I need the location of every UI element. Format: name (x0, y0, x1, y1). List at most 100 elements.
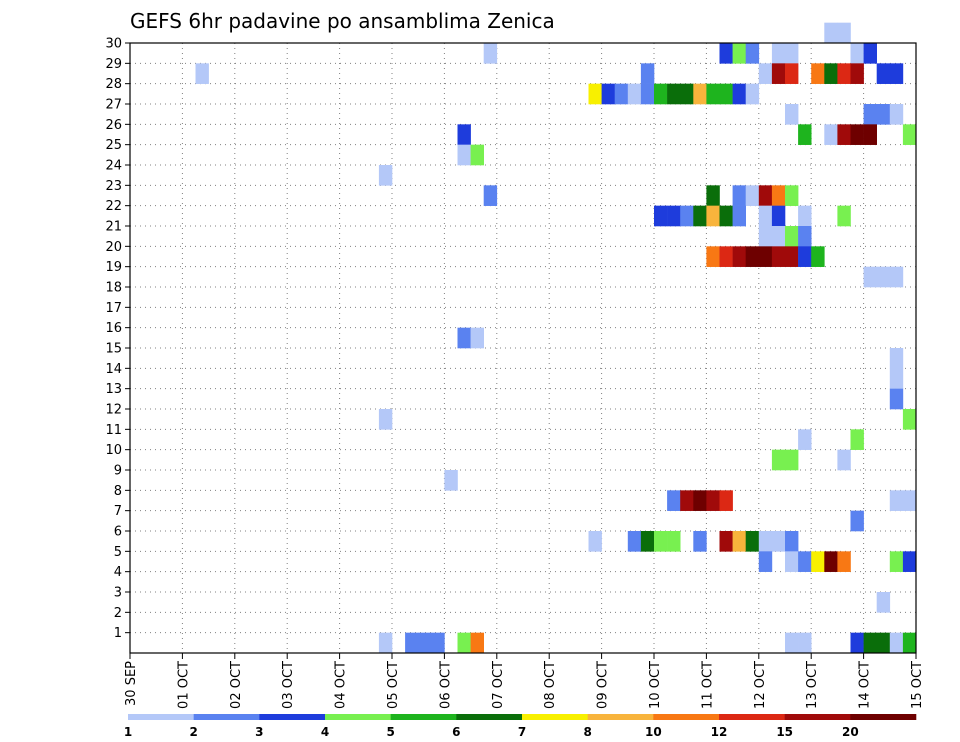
y-tick-label: 16 (105, 321, 122, 336)
x-tick-label: 13 OCT (805, 661, 820, 709)
x-tick-label: 08 OCT (543, 661, 558, 709)
precip-cell (470, 327, 484, 349)
precip-cell (876, 266, 891, 288)
precip-cell (876, 592, 891, 613)
precip-cell (824, 22, 838, 44)
legend-swatch (259, 714, 326, 720)
y-tick-label: 27 (105, 98, 122, 113)
precip-cell (837, 551, 851, 572)
precip-cell (811, 63, 825, 84)
x-tick-label: 12 OCT (753, 661, 768, 709)
precip-cell (706, 246, 720, 267)
precip-cell (758, 185, 773, 206)
precip-cell (863, 43, 877, 64)
precip-cell (889, 348, 904, 369)
precip-cell (719, 531, 733, 552)
precip-cell (627, 83, 642, 105)
precip-cell (785, 226, 799, 247)
precip-cell (798, 226, 812, 247)
precip-cell (889, 388, 904, 410)
precip-cell (798, 429, 812, 450)
precip-cell (798, 205, 812, 227)
legend-label: 3 (255, 725, 263, 739)
precip-cell (378, 409, 393, 430)
x-tick-label: 04 OCT (334, 661, 349, 709)
precip-cell (837, 205, 851, 227)
precip-cell (654, 205, 668, 227)
x-tick-label: 09 OCT (596, 661, 611, 709)
precip-cell (444, 470, 458, 491)
y-tick-label: 23 (105, 179, 122, 194)
precip-cell (680, 205, 694, 227)
color-legend: 1 2 3 4 5 6 7 8 10 12 15 20 (124, 714, 917, 739)
y-tick-label: 29 (105, 57, 122, 72)
precip-cell (732, 531, 746, 552)
precip-cell (601, 83, 615, 105)
legend-label: 12 (711, 725, 728, 739)
precip-cell (902, 409, 917, 430)
precip-cell (378, 165, 393, 186)
precip-cell (771, 43, 786, 64)
precip-cell (863, 104, 877, 125)
precip-cell (889, 368, 904, 389)
precip-cell (785, 531, 799, 552)
precip-cell (785, 632, 799, 654)
legend-label: 7 (518, 725, 526, 739)
precip-cell (654, 531, 668, 552)
precip-cell (667, 531, 681, 552)
precip-cell (667, 205, 681, 227)
x-tick-label: 11 OCT (700, 661, 715, 709)
y-tick-label: 25 (105, 138, 122, 153)
legend-label: 6 (452, 725, 460, 739)
legend-swatch (587, 714, 654, 720)
precip-cell (850, 63, 864, 84)
x-tick-label: 07 OCT (491, 661, 506, 709)
precip-cell (771, 63, 786, 84)
precip-cell (785, 185, 799, 206)
precip-cell (824, 124, 838, 145)
precip-cell (640, 63, 655, 84)
y-tick-label: 13 (105, 382, 122, 397)
precip-cell (771, 531, 786, 552)
precip-cell (889, 632, 904, 654)
precip-cell (863, 266, 877, 288)
legend-swatch (128, 714, 194, 720)
precip-cell (889, 551, 904, 572)
precip-cell (431, 632, 445, 654)
precip-cell (771, 226, 786, 247)
precip-cell (824, 63, 838, 84)
y-axis: 1234567891011121314151617181920212223242… (105, 37, 130, 641)
legend-swatch (784, 714, 851, 720)
data-cells (195, 22, 917, 654)
y-tick-label: 12 (105, 403, 122, 418)
x-tick-label: 30 SEP (124, 661, 139, 706)
precip-cell (693, 83, 707, 105)
y-tick-label: 28 (105, 77, 122, 92)
precip-cell (745, 185, 760, 206)
precip-cell (850, 510, 864, 532)
legend-swatch (390, 714, 457, 720)
precip-cell (785, 43, 799, 64)
precip-cell (758, 226, 773, 247)
precip-cell (758, 205, 773, 227)
precip-cell (745, 83, 760, 105)
precip-cell (745, 43, 760, 64)
y-tick-label: 14 (105, 362, 122, 377)
precip-cell (732, 43, 746, 64)
precip-cell (680, 490, 694, 511)
precip-cell (889, 63, 904, 84)
precip-cell (719, 246, 733, 267)
x-tick-label: 01 OCT (176, 661, 191, 709)
y-tick-label: 22 (105, 199, 122, 214)
precip-cell (732, 246, 746, 267)
y-tick-label: 4 (114, 565, 122, 580)
precip-cell (876, 104, 891, 125)
precip-cell (902, 551, 917, 572)
precip-cell (457, 327, 471, 349)
precip-cell (902, 124, 917, 145)
precip-cell (680, 83, 694, 105)
precip-cell (785, 246, 799, 267)
y-tick-label: 15 (105, 342, 122, 357)
precip-cell (850, 124, 864, 145)
